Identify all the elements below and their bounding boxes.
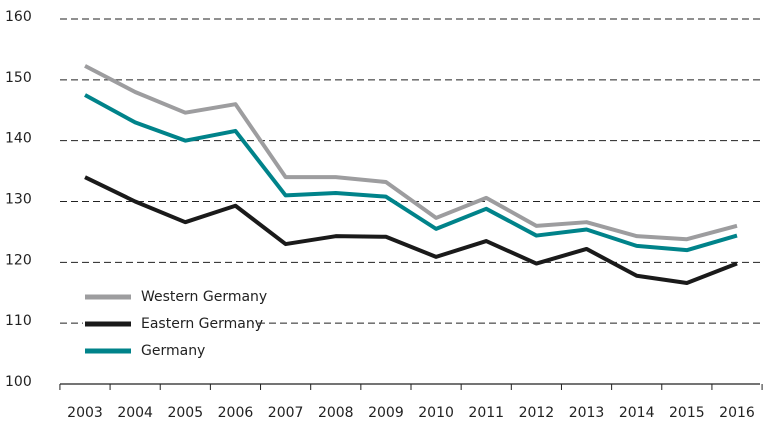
data-line [84, 64, 738, 242]
y-tick-label: 100 [5, 374, 32, 390]
x-tick-label: 2015 [669, 405, 705, 421]
x-tick-label: 2009 [368, 405, 404, 421]
y-tick-label: 120 [5, 252, 32, 268]
x-tick-label: 2014 [619, 405, 655, 421]
x-tick-label: 2016 [719, 405, 755, 421]
y-tick-label: 110 [5, 313, 32, 329]
x-tick-label: 2010 [418, 405, 454, 421]
x-tick-label: 2005 [167, 405, 203, 421]
y-tick-label: 150 [5, 70, 32, 86]
legend-label: Germany [141, 343, 205, 359]
legend-label: Western Germany [141, 289, 267, 305]
x-tick-label: 2008 [318, 405, 354, 421]
data-line [84, 175, 738, 286]
x-tick-label: 2003 [67, 405, 103, 421]
y-tick-label: 140 [5, 131, 32, 147]
legend-background [83, 286, 253, 308]
x-tick-label: 2011 [468, 405, 504, 421]
y-tick-label: 130 [5, 192, 32, 208]
x-tick-label: 2007 [268, 405, 304, 421]
legend-label: Eastern Germany [141, 316, 263, 332]
x-tick-label: 2012 [519, 405, 555, 421]
data-line [84, 93, 738, 253]
legend-background [83, 340, 253, 362]
x-tick-label: 2004 [117, 405, 153, 421]
legend-background [83, 313, 253, 335]
y-tick-label: 160 [5, 9, 32, 25]
x-tick-label: 2006 [218, 405, 254, 421]
x-tick-label: 2013 [569, 405, 605, 421]
